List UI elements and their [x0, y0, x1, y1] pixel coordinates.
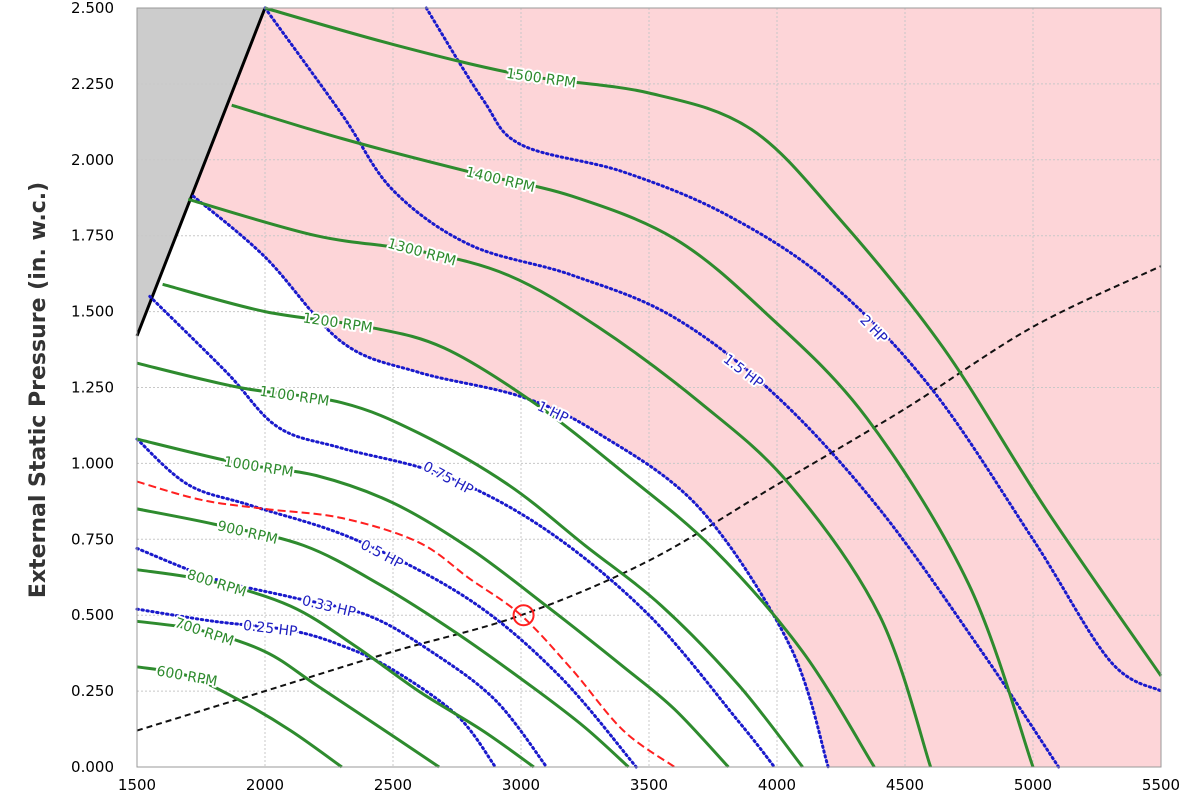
y-axis-label: External Static Pressure (in. w.c.) [26, 182, 51, 598]
x-tick-label: 4500 [886, 776, 924, 794]
rpm-curve-label: 800 RPM [183, 565, 250, 603]
hp-curve [263, 6, 1061, 769]
rpm-curve-label: 900 RPM [214, 516, 281, 550]
hp-curve-label-text: 0.25 HP [242, 618, 298, 640]
y-tick-label: 1.250 [71, 379, 114, 397]
rpm-curve [264, 6, 1163, 677]
x-tick-label: 1500 [118, 776, 156, 794]
rpm-curve [136, 665, 343, 769]
hp-curve-label: 0.75 HP [418, 457, 478, 501]
operating-layer [136, 480, 676, 768]
rpm-curve-label-text: 700 RPM [172, 615, 235, 650]
plot-border [136, 7, 1162, 768]
rpm-curve [136, 437, 730, 769]
y-tick-label: 0.250 [71, 682, 114, 700]
y-tick-label: 0.750 [71, 530, 114, 548]
y-tick-label: 2.000 [71, 151, 114, 169]
x-tick-label: 2000 [246, 776, 284, 794]
rpm-curve-label-text: 900 RPM [216, 518, 279, 548]
rpm-curve [136, 619, 440, 769]
plot-frame [136, 7, 1162, 768]
hp-curve [148, 294, 776, 769]
rpm-curve-label: 1000 RPM [221, 452, 297, 483]
y-tick-label: 0.000 [71, 758, 114, 776]
hp-curve-label-text: 0.75 HP [420, 459, 476, 499]
hp-curve [424, 6, 1163, 693]
rpm-curve [136, 361, 804, 768]
rpm-curve-label-text: 600 RPM [155, 663, 218, 690]
y-tick-label: 1.500 [71, 303, 114, 321]
rpm-curve [187, 197, 933, 768]
y-tick-label: 1.750 [71, 227, 114, 245]
y-tick-label: 0.500 [71, 606, 114, 624]
hp-curve [135, 546, 549, 769]
rpm-curve-label: 700 RPM [170, 613, 237, 652]
y-tick-label: 2.250 [71, 75, 114, 93]
hp-curve [135, 437, 638, 769]
x-tick-label: 2500 [374, 776, 412, 794]
tick-labels: 1500 2000 2500 3000 3500 4000 4500 5000 5500 0.00… [71, 0, 1180, 794]
system-curve-layer [136, 265, 1162, 732]
rpm-curve [231, 103, 1035, 768]
x-tick-label: 3000 [502, 776, 540, 794]
rpm-curve-label-text: 1000 RPM [223, 454, 295, 481]
x-tick-label: 5500 [1142, 776, 1180, 794]
x-tick-label: 4000 [758, 776, 796, 794]
rpm-curves-layer [136, 6, 1163, 769]
rpm-curve [136, 507, 630, 769]
operating-point [512, 604, 535, 627]
x-tick-label: 5000 [1014, 776, 1052, 794]
rpm-curve-label-text: 800 RPM [185, 567, 248, 601]
surge-line [135, 7, 267, 337]
y-tick-label: 1.000 [71, 454, 114, 472]
y-tick-label: 2.500 [71, 0, 114, 17]
rpm-curve [136, 568, 535, 769]
hp-curve-label: 0.5 HP [356, 535, 408, 574]
rpm-curve [162, 282, 876, 768]
hp-curve-label-text: 0.5 HP [358, 537, 406, 572]
operating-curve [136, 480, 676, 768]
rpm-curve-label: 600 RPM [153, 661, 220, 692]
hp-curves-layer [135, 6, 1163, 769]
system-curve [136, 265, 1162, 732]
hp-curve-label: 0.25 HP [240, 616, 300, 642]
x-tick-label: 3500 [630, 776, 668, 794]
